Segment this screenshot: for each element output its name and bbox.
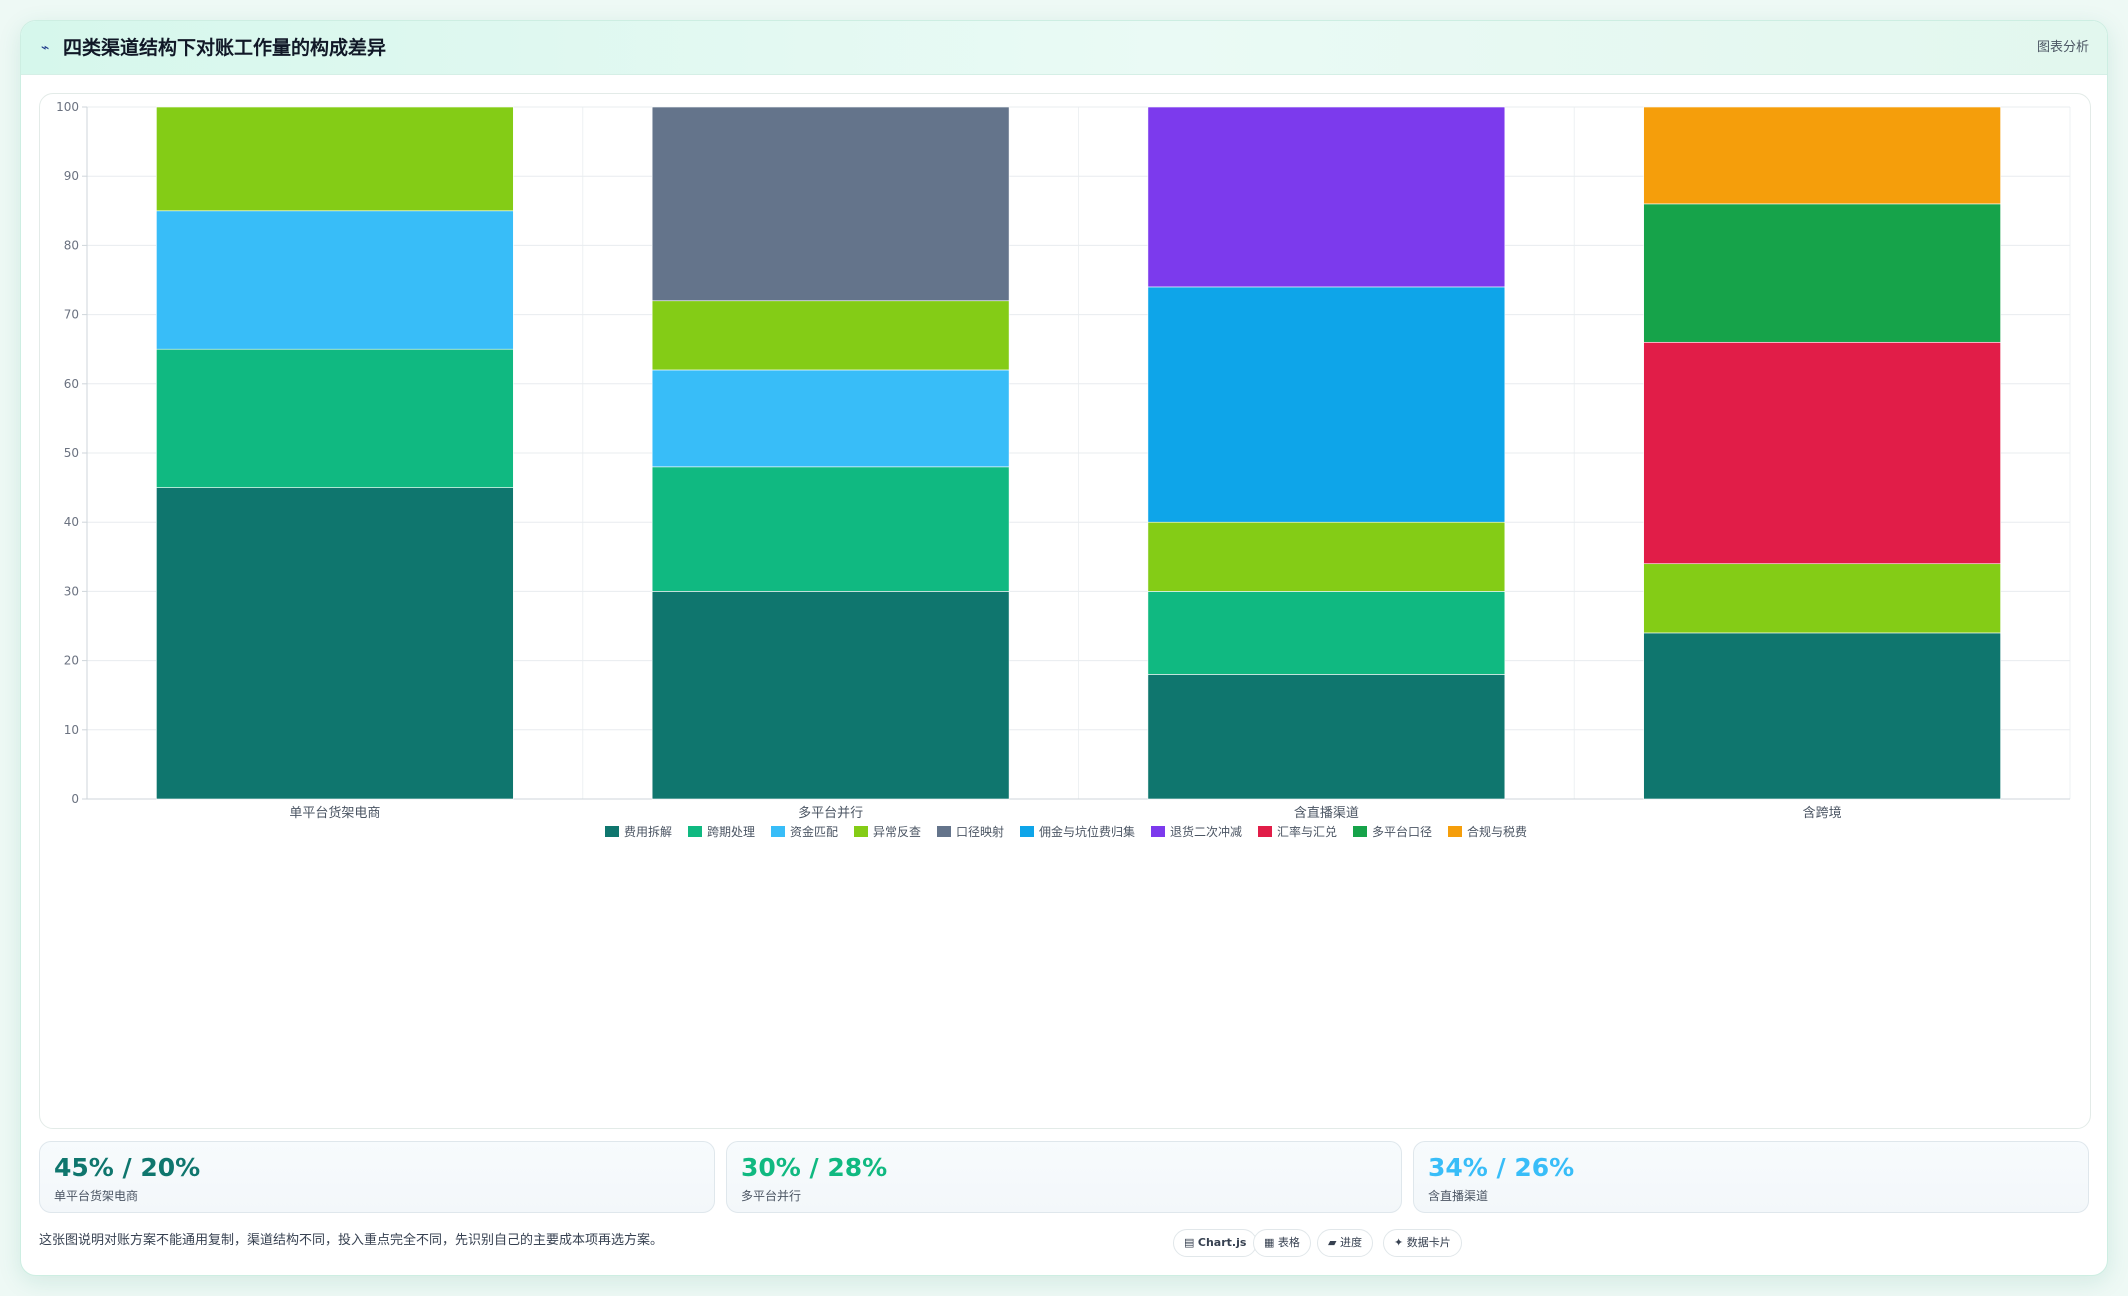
bar-segment bbox=[1643, 106, 2001, 205]
bar-segment bbox=[1147, 106, 1506, 288]
y-tick-label: 0 bbox=[71, 792, 79, 806]
stat-value: 34% / 26% bbox=[1428, 1153, 1575, 1182]
y-tick-label: 30 bbox=[64, 584, 79, 598]
legend-swatch bbox=[1258, 826, 1272, 837]
pill-chartjs[interactable]: ▤ Chart.js bbox=[1173, 1229, 1258, 1257]
card-header: ⌁ 四类渠道结构下对账工作量的构成差异 图表分析 bbox=[21, 21, 2107, 75]
pill-label: 进度 bbox=[1339, 1236, 1362, 1249]
y-tick-label: 90 bbox=[64, 169, 79, 183]
bar-segment bbox=[156, 106, 514, 212]
bar-segment bbox=[156, 210, 514, 350]
y-tick-label: 70 bbox=[64, 308, 79, 322]
bar-segment bbox=[1643, 632, 2001, 800]
legend-swatch bbox=[854, 826, 868, 837]
legend-swatch bbox=[1448, 826, 1462, 837]
bar-segment bbox=[651, 300, 1010, 371]
pill-label: 数据卡片 bbox=[1406, 1236, 1451, 1249]
bar-segment bbox=[651, 369, 1010, 468]
chart-analysis-tag: 图表分析 bbox=[2036, 40, 2089, 55]
y-tick-label: 80 bbox=[64, 238, 79, 252]
stat-label: 含直播渠道 bbox=[1428, 1189, 1489, 1203]
legend-swatch bbox=[771, 826, 785, 837]
legend-label: 退货二次冲减 bbox=[1170, 824, 1242, 839]
bar-segment bbox=[1147, 286, 1506, 523]
pill-label: Chart.js bbox=[1197, 1236, 1247, 1249]
bar-segment bbox=[1147, 674, 1506, 800]
progress-icon: ▰ bbox=[1328, 1236, 1337, 1249]
stat-card-multi-platform: 30% / 28% 多平台并行 bbox=[726, 1141, 1402, 1213]
legend-swatch bbox=[1151, 826, 1165, 837]
x-tick-label: 多平台并行 bbox=[798, 805, 863, 821]
legend-label: 口径映射 bbox=[956, 824, 1004, 839]
y-tick-label: 40 bbox=[64, 515, 79, 529]
legend-swatch bbox=[937, 826, 951, 837]
trend-line-icon: ⌁ bbox=[41, 40, 50, 56]
legend-swatch bbox=[605, 826, 619, 837]
x-tick-label: 含跨境 bbox=[1803, 805, 1842, 821]
legend-label: 佣金与坑位费归集 bbox=[1039, 824, 1135, 839]
bar-segment bbox=[1643, 341, 2001, 565]
bar-segment bbox=[1643, 203, 2001, 343]
legend-label: 多平台口径 bbox=[1372, 824, 1432, 839]
x-tick-label: 单平台货架电商 bbox=[289, 805, 380, 821]
page-title: 四类渠道结构下对账工作量的构成差异 bbox=[63, 37, 387, 59]
legend-swatch bbox=[688, 826, 702, 837]
chart-icon: ▤ bbox=[1184, 1236, 1195, 1249]
stat-card-live-channel: 34% / 26% 含直播渠道 bbox=[1413, 1141, 2089, 1213]
pill-label: 表格 bbox=[1277, 1236, 1300, 1249]
legend-label: 资金匹配 bbox=[790, 824, 838, 839]
bar-segment bbox=[651, 466, 1010, 592]
bar-segment bbox=[651, 591, 1010, 800]
y-tick-label: 60 bbox=[64, 377, 79, 391]
stat-value: 45% / 20% bbox=[54, 1153, 201, 1182]
legend-label: 汇率与汇兑 bbox=[1277, 824, 1337, 839]
stacked-bar-chart: 0 10 20 30 40 50 60 70 80 90 100 单平台货架电商 多平台并行 含直播渠道 含… bbox=[56, 100, 2071, 839]
legend-label: 异常反查 bbox=[873, 825, 921, 839]
legend-label: 跨期处理 bbox=[707, 825, 755, 839]
stat-value: 30% / 28% bbox=[741, 1153, 888, 1182]
pill-data-card[interactable]: ✦ 数据卡片 bbox=[1383, 1229, 1462, 1257]
bar-segment bbox=[1147, 591, 1506, 675]
pill-progress[interactable]: ▰ 进度 bbox=[1317, 1229, 1373, 1257]
stat-label: 单平台货架电商 bbox=[54, 1189, 139, 1203]
legend-label: 费用拆解 bbox=[624, 824, 672, 839]
pill-table[interactable]: ▦ 表格 bbox=[1253, 1229, 1311, 1257]
bar-segment bbox=[651, 106, 1010, 302]
legend-label: 合规与税费 bbox=[1467, 824, 1527, 839]
bar-segment bbox=[156, 348, 514, 488]
table-icon: ▦ bbox=[1264, 1236, 1275, 1249]
legend-swatch bbox=[1353, 826, 1367, 837]
stat-label: 多平台并行 bbox=[741, 1189, 802, 1203]
footer-note: 这张图说明对账方案不能通用复制，渠道结构不同，投入重点完全不同，先识别自己的主要… bbox=[39, 1233, 664, 1248]
y-tick-label: 10 bbox=[64, 723, 79, 737]
y-tick-label: 50 bbox=[64, 446, 79, 460]
legend-swatch bbox=[1020, 826, 1034, 837]
stat-card-single-platform: 45% / 20% 单平台货架电商 bbox=[39, 1141, 715, 1213]
bar-segment bbox=[1643, 563, 2001, 634]
bar-segment bbox=[156, 487, 514, 800]
sparkle-icon: ✦ bbox=[1394, 1236, 1404, 1249]
chart-container: 0 10 20 30 40 50 60 70 80 90 100 单平台货架电商 多平台并行 含直播渠道 含… bbox=[39, 93, 2091, 1129]
x-tick-label: 含直播渠道 bbox=[1294, 805, 1359, 821]
y-tick-label: 100 bbox=[56, 100, 79, 114]
y-tick-label: 20 bbox=[64, 654, 79, 668]
chart-card: ⌁ 四类渠道结构下对账工作量的构成差异 图表分析 0 10 20 30 40 50 60 70… bbox=[20, 20, 2108, 1276]
bar-segment bbox=[1147, 521, 1506, 592]
